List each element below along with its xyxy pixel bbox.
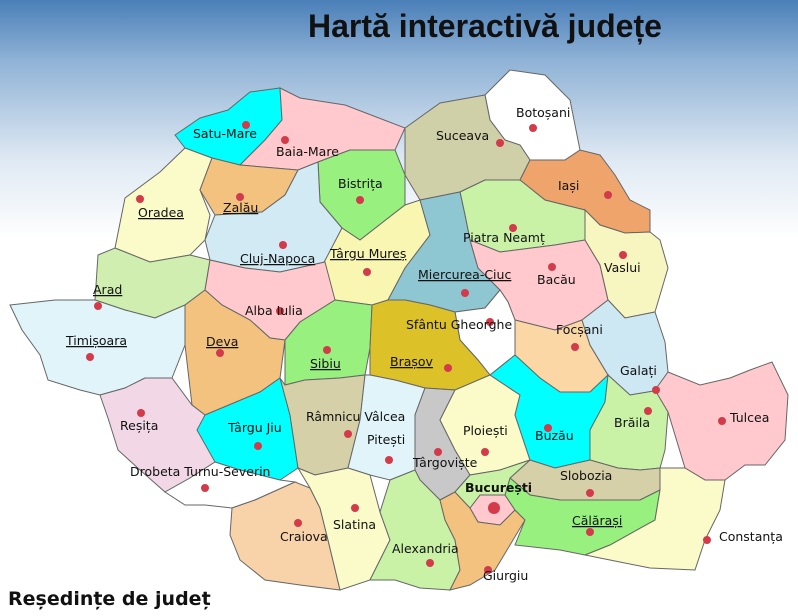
seat-dot-galati[interactable] <box>652 386 660 394</box>
seat-label-gorj: Târgu Jiu <box>227 420 282 435</box>
seat-dot-arad[interactable] <box>94 302 102 310</box>
seat-dot-teleorman[interactable] <box>426 559 434 567</box>
seat-dot-bistrita[interactable] <box>356 196 364 204</box>
seat-dot-dambovita[interactable] <box>434 448 442 456</box>
seat-label-prahova: Ploiești <box>463 423 508 438</box>
seat-label-bistrita: Bistrița <box>338 176 383 191</box>
county-ilfov[interactable] <box>454 459 531 509</box>
seat-label-galati: Galați <box>620 363 657 378</box>
seat-dot-hunedoara[interactable] <box>216 349 224 357</box>
county-gorj[interactable] <box>196 377 299 481</box>
seat-label-arges: Pitești <box>367 432 405 447</box>
seat-label-brasov[interactable]: Brașov <box>390 354 434 369</box>
seat-label-alba: Alba Iulia <box>245 303 303 318</box>
page-title: Hartă interactivă județe <box>308 8 662 44</box>
seat-label-olt: Slatina <box>333 517 376 532</box>
seat-dot-salaj[interactable] <box>236 193 244 201</box>
seat-dot-vaslui[interactable] <box>619 251 627 259</box>
seat-label-buzau: Buzău <box>535 428 574 443</box>
county-vaslui[interactable] <box>584 208 669 319</box>
seat-label-dolj: Craiova <box>280 529 328 544</box>
seat-dot-constanta[interactable] <box>703 536 711 544</box>
seat-dot-braila[interactable] <box>644 407 652 415</box>
seat-label-vrancea: Focșani <box>556 322 603 337</box>
seat-dot-botosani[interactable] <box>529 124 537 132</box>
seat-label-bihor[interactable]: Oradea <box>138 205 184 220</box>
seat-dot-maramures[interactable] <box>281 136 289 144</box>
seat-label-mures[interactable]: Târgu Mureș <box>329 246 406 261</box>
seat-dot-dolj[interactable] <box>294 519 302 527</box>
seat-dot-alba[interactable] <box>276 307 284 315</box>
seat-label-botosani: Botoșani <box>516 105 570 120</box>
seat-label-sibiu[interactable]: Sibiu <box>310 356 341 371</box>
seat-label-braila: Brăila <box>614 415 650 430</box>
seat-dot-buzau[interactable] <box>544 424 552 432</box>
seat-label-mehedinti: Drobeta Turnu-Severin <box>130 464 270 479</box>
seat-dot-timis[interactable] <box>86 353 94 361</box>
county-constanta[interactable] <box>583 467 726 571</box>
seat-label-valcea: Râmnicu Vâlcea <box>306 409 405 424</box>
county-hunedoara[interactable] <box>184 289 286 416</box>
seat-label-iasi: Iași <box>558 178 579 193</box>
seat-dot-bacau[interactable] <box>548 263 556 271</box>
seat-label-vaslui: Vaslui <box>604 260 641 275</box>
seat-dot-brasov[interactable] <box>444 364 452 372</box>
seat-dot-tulcea[interactable] <box>718 417 726 425</box>
seat-dot-valcea[interactable] <box>344 430 352 438</box>
seat-dot-vrancea[interactable] <box>571 343 579 351</box>
seat-label-suceava: Suceava <box>436 128 489 143</box>
seat-dot-suceava[interactable] <box>496 139 504 147</box>
seat-dot-neamt[interactable] <box>509 224 517 232</box>
seat-label-constanta: Constanța <box>719 529 783 544</box>
seat-dot-olt[interactable] <box>351 504 359 512</box>
seat-dot-mehedinti[interactable] <box>201 484 209 492</box>
seat-label-bucuresti: București <box>465 480 532 495</box>
seat-dot-covasna[interactable] <box>486 318 494 326</box>
seat-dot-giurgiu[interactable] <box>484 566 492 574</box>
seat-dot-harghita[interactable] <box>461 289 469 297</box>
seat-label-cluj[interactable]: Cluj-Napoca <box>240 251 315 266</box>
seat-dot-prahova[interactable] <box>481 448 489 456</box>
seat-dot-cluj[interactable] <box>279 241 287 249</box>
seat-label-maramures: Baia-Mare <box>276 144 339 159</box>
seat-label-harghita[interactable]: Miercurea-Ciuc <box>418 267 511 282</box>
seat-label-salaj[interactable]: Zalău <box>223 200 258 215</box>
seat-dot-mures[interactable] <box>363 268 371 276</box>
seat-label-arad[interactable]: Arad <box>93 282 122 297</box>
seat-label-giurgiu: Giurgiu <box>483 568 528 583</box>
seat-dot-iasi[interactable] <box>604 191 612 199</box>
seat-label-calarasi[interactable]: Călărași <box>572 513 622 528</box>
seat-label-teleorman: Alexandria <box>392 541 459 556</box>
seat-label-timis[interactable]: Timișoara <box>65 333 127 348</box>
seat-dot-arges[interactable] <box>385 456 393 464</box>
seat-label-covasna: Sfântu Gheorghe <box>406 317 512 332</box>
seat-label-caras: Reșița <box>120 418 158 433</box>
seat-label-neamt: Piatra Neamț <box>463 230 545 245</box>
seat-label-hunedoara[interactable]: Deva <box>206 334 238 349</box>
seat-dot-satu-mare[interactable] <box>242 121 250 129</box>
seat-label-satu-mare: Satu-Mare <box>193 126 257 141</box>
seat-label-tulcea: Tulcea <box>729 410 769 425</box>
county-giurgiu[interactable] <box>439 491 526 591</box>
seat-dot-calarasi[interactable] <box>586 528 594 536</box>
seat-label-bacau: Bacău <box>537 272 576 287</box>
seat-dot-ialomita[interactable] <box>586 489 594 497</box>
legend-caption: Reședințe de județ <box>8 588 211 610</box>
seat-dot-gorj[interactable] <box>254 442 262 450</box>
seat-dot-caras[interactable] <box>137 409 145 417</box>
seat-dot-bihor[interactable] <box>136 195 144 203</box>
seat-dot-sibiu[interactable] <box>323 346 331 354</box>
seat-label-dambovita: Târgoviște <box>412 455 478 470</box>
seat-dot-bucuresti[interactable] <box>488 502 500 514</box>
seat-label-ialomita: Slobozia <box>560 468 612 483</box>
